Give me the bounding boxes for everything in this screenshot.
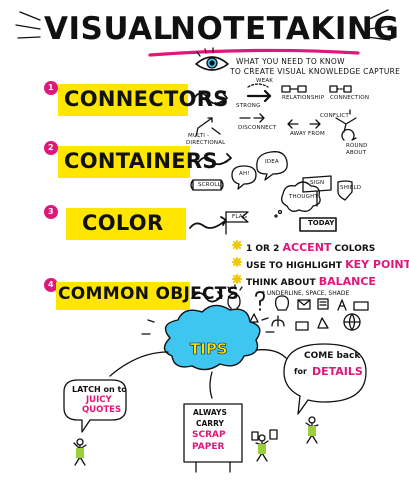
color-tip-3: THINK ABOUT BALANCE <box>246 276 376 288</box>
section-2-highlight <box>58 146 190 178</box>
latch-text-2: JUICY <box>86 395 112 405</box>
connector-round-label-2: ABOUT <box>346 150 367 156</box>
connector-multi-label-1: MULTI - <box>188 133 210 139</box>
tips-link-left <box>109 351 169 377</box>
connectors-arrow-icon <box>192 92 228 105</box>
burst-left-icon <box>15 11 41 39</box>
color-arrow-icon <box>189 216 227 229</box>
section-3-badge <box>44 205 58 219</box>
connector-conflict-label: CONFLICT <box>320 113 349 119</box>
objects-arrow-icon <box>191 291 223 303</box>
color-tip-3-pre: THINK ABOUT <box>246 278 316 288</box>
section-2-badge <box>44 141 58 155</box>
carry-text-4: PAPER <box>192 442 225 452</box>
carry-text-3: SCRAP <box>192 430 226 440</box>
color-tip-2: USE TO HIGHLIGHT KEY POINTS <box>246 259 409 271</box>
carry-sign <box>183 403 243 463</box>
section-1-highlight <box>58 84 188 116</box>
containers-arrow-icon <box>196 153 232 166</box>
container-ah-label: AH! <box>239 171 250 177</box>
person-right-icon <box>305 416 319 444</box>
section-4-highlight <box>56 282 190 310</box>
section-4-badge <box>44 278 58 292</box>
connector-disconnect-label: DISCONNECT <box>238 125 277 131</box>
sparkle-icons <box>141 317 275 335</box>
color-tip-2-pre: USE TO HIGHLIGHT <box>246 261 342 271</box>
section-3-title: COLOR <box>82 211 164 235</box>
latch-text-3: QUOTES <box>82 405 122 415</box>
color-tip-1-accent: ACCENT <box>282 241 332 254</box>
person-left-icon <box>73 438 87 466</box>
person-center-icon <box>251 429 278 462</box>
come-text-2: for <box>294 367 307 376</box>
color-tip-3-accent: BALANCE <box>318 275 376 288</box>
color-tip-1-pre: 1 OR 2 <box>246 244 280 254</box>
container-sign-label: SIGN <box>310 180 325 186</box>
connector-away-label: AWAY FROM <box>290 131 325 137</box>
eye-icon <box>195 47 229 71</box>
latch-text-1: LATCH on to <box>72 385 127 394</box>
container-shield-label: SHIELD <box>340 185 362 191</box>
connector-connection-label: CONNECTION <box>330 95 370 101</box>
carry-text-1: ALWAYS <box>193 408 227 417</box>
connector-weak-label: WEAK <box>256 78 274 84</box>
common-object-doodles <box>205 284 369 331</box>
color-bullet-icons <box>232 240 242 284</box>
container-scroll-label: SCROLL <box>198 182 221 188</box>
connector-relationship-label: RELATIONSHIP <box>282 95 325 101</box>
container-idea-label: IDEA <box>265 159 279 165</box>
subtitle-line-2: TO CREATE VISUAL KNOWLEDGE CAPTURE <box>230 67 401 76</box>
tips-link-right <box>255 349 287 359</box>
subtitle-line-1: WHAT YOU NEED TO KNOW <box>236 57 345 66</box>
container-doodles <box>190 151 353 235</box>
come-text-3: DETAILS <box>312 365 363 378</box>
color-tip-1: 1 OR 2 ACCENT COLORS <box>246 242 375 254</box>
come-text-1: COME back <box>304 351 361 361</box>
section-3-highlight <box>66 208 186 240</box>
tips-cloud <box>163 304 261 371</box>
come-back-bubble <box>283 343 367 415</box>
carry-text-2: CARRY <box>196 419 224 428</box>
section-4-number: 4 <box>48 280 54 289</box>
container-today-label: TODAY <box>308 219 335 227</box>
container-flag-label: FLAG <box>232 214 248 220</box>
title-word-2: NOTETAKING <box>170 11 400 47</box>
connector-multi-label-2: DIRECTIONAL <box>186 140 226 146</box>
tips-label: TIPS <box>190 340 228 358</box>
section-3-number: 3 <box>48 207 54 216</box>
color-tip-1-post: COLORS <box>334 244 376 254</box>
section-1-number: 1 <box>48 83 54 92</box>
color-tip-4: * UNDERLINE, SPACE, SHADE <box>262 290 350 297</box>
container-thought-label: THOUGHT <box>289 194 319 200</box>
connector-doodles <box>195 83 357 141</box>
latch-bubble <box>63 379 127 433</box>
title-underline <box>148 48 360 57</box>
burst-right-icon <box>366 9 393 41</box>
connector-round-label-1: ROUND <box>346 143 368 149</box>
section-1-title: CONNECTORS <box>64 87 229 111</box>
section-2-number: 2 <box>48 143 54 152</box>
section-1-badge <box>44 81 58 95</box>
section-2-title: CONTAINERS <box>64 149 218 173</box>
connector-strong-label: STRONG <box>236 103 261 109</box>
color-tip-2-accent: KEY POINTS <box>345 258 409 271</box>
section-4-title: COMMON OBJECTS <box>58 284 240 304</box>
title-word-1: VISUAL <box>44 11 173 47</box>
tips-link-center <box>209 371 213 399</box>
